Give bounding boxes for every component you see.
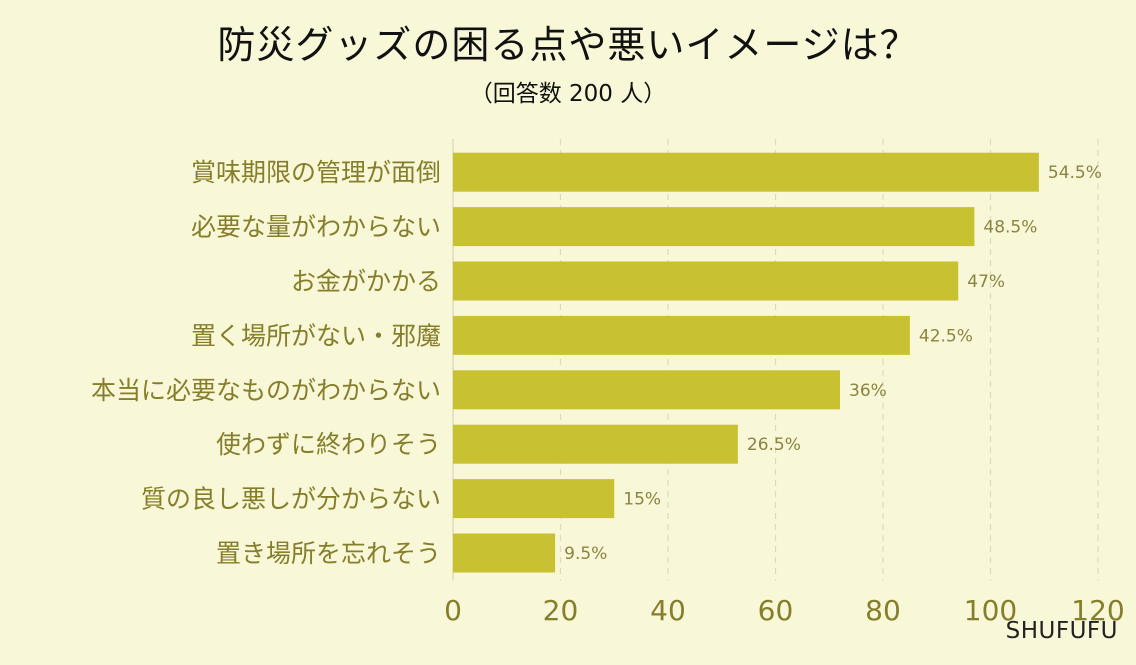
x-tick-label: 120: [1071, 594, 1124, 627]
x-tick-labels: 0 20 40 60 80 100 120: [444, 594, 1125, 627]
category-label: 賞味期限の管理が面倒: [191, 158, 441, 187]
value-label: 9.5%: [564, 544, 607, 564]
bar: [453, 261, 959, 301]
x-tick-label: 0: [444, 594, 462, 627]
x-tick-label: 60: [758, 594, 794, 627]
category-label: 本当に必要なものがわからない: [91, 376, 441, 405]
bar: [453, 315, 910, 355]
value-label: 54.5%: [1048, 163, 1102, 183]
value-label: 15%: [623, 490, 661, 510]
source-credit: SHUFUFU: [1005, 618, 1118, 644]
bars: [453, 152, 1039, 573]
bar: [453, 424, 738, 464]
category-label: 置き場所を忘れそう: [216, 539, 441, 568]
x-tick-label: 20: [543, 594, 579, 627]
category-label: 置く場所がない・邪魔: [191, 321, 441, 350]
value-label: 42.5%: [919, 326, 973, 346]
bar: [453, 479, 615, 519]
chart-subtitle: （回答数 200 人）: [469, 81, 667, 107]
x-tick-label: 100: [964, 594, 1017, 627]
category-label: 使わずに終わりそう: [216, 430, 441, 459]
category-label: お金がかかる: [291, 267, 441, 296]
x-tick-label: 40: [650, 594, 686, 627]
category-labels: 賞味期限の管理が面倒必要な量がわからないお金がかかる置く場所がない・邪魔本当に必…: [91, 158, 441, 568]
value-label: 47%: [967, 272, 1005, 292]
x-tick-label: 80: [865, 594, 901, 627]
value-labels: 54.5% 48.5% 47% 42.5% 36% 26.5% 15% 9.5%: [564, 163, 1102, 564]
category-label: 質の良し悪しが分からない: [141, 485, 441, 514]
bar: [453, 207, 975, 247]
value-label: 26.5%: [747, 435, 801, 455]
bar: [453, 533, 556, 573]
bar: [453, 152, 1039, 192]
chart-title: 防災グッズの困る点や悪いイメージは？: [217, 23, 919, 67]
category-label: 必要な量がわからない: [191, 213, 441, 242]
value-label: 48.5%: [983, 218, 1037, 238]
value-label: 36%: [849, 381, 887, 401]
bar: [453, 370, 840, 410]
